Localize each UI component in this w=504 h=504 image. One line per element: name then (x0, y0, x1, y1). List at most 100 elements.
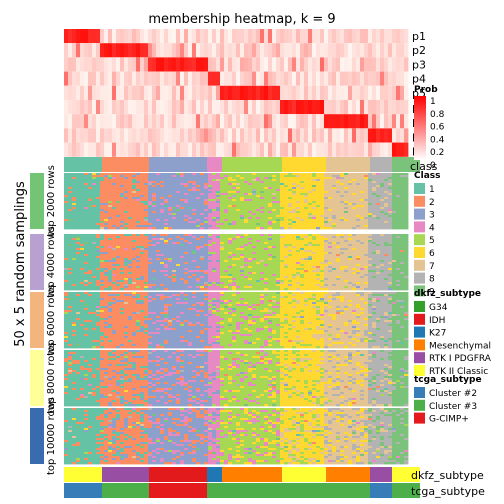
sampling-cell (296, 268, 301, 271)
membership-cell (404, 114, 409, 129)
membership-cell (140, 100, 145, 115)
membership-cell (140, 114, 145, 129)
sampling-cell (224, 203, 229, 206)
sampling-cell (344, 262, 349, 265)
sampling-cell (356, 258, 361, 261)
class-segment (102, 157, 149, 172)
sampling-cell (96, 234, 101, 237)
sampling-cell (396, 256, 401, 259)
sampling-cell (80, 236, 85, 239)
sampling-cell (140, 242, 145, 245)
sampling-cell (320, 242, 325, 245)
sampling-cell (388, 215, 393, 218)
sampling-cell (332, 211, 337, 214)
sampling-cell (300, 177, 305, 180)
sampling-cell (368, 207, 373, 210)
sampling-cell (140, 217, 145, 220)
sampling-cell (216, 217, 221, 220)
sampling-cell (244, 248, 249, 251)
sampling-cell (400, 219, 405, 222)
sampling-cell (68, 262, 73, 265)
sampling-cell (224, 272, 229, 275)
sampling-cell (300, 205, 305, 208)
sampling-cell (388, 240, 393, 243)
sampling-cell (316, 195, 321, 198)
sampling-cell (396, 187, 401, 190)
sampling-cell (340, 240, 345, 243)
sampling-cell (284, 270, 289, 273)
sampling-cell (360, 225, 365, 228)
membership-cell (248, 114, 253, 129)
membership-cell (192, 57, 197, 72)
membership-cell (348, 128, 353, 143)
sampling-cell (292, 203, 297, 206)
sampling-cell (96, 270, 101, 273)
sampling-cell (144, 199, 149, 202)
sampling-cell (164, 219, 169, 222)
sampling-cell (268, 177, 273, 180)
sampling-cell (228, 209, 233, 212)
sampling-cell (76, 181, 81, 184)
sampling-cell (312, 181, 317, 184)
sampling-cell (72, 250, 77, 253)
membership-cell (64, 43, 69, 58)
membership-cell (376, 142, 381, 157)
sampling-cell (368, 179, 373, 182)
sampling-cell (296, 179, 301, 182)
sampling-cell (360, 242, 365, 245)
membership-cell (220, 85, 225, 100)
sampling-cell (96, 191, 101, 194)
membership-cell (156, 85, 161, 100)
sampling-cell (136, 215, 141, 218)
sampling-cell (252, 213, 257, 216)
sampling-cell (136, 234, 141, 237)
sampling-cell (392, 201, 397, 204)
sampling-cell (344, 197, 349, 200)
sampling-cell (176, 207, 181, 210)
membership-cell (164, 142, 169, 157)
sampling-cell (308, 197, 313, 200)
sampling-cell (116, 256, 121, 259)
sampling-cell (288, 234, 293, 237)
sampling-cell (116, 238, 121, 241)
sampling-cell (320, 240, 325, 243)
sampling-cell (76, 242, 81, 245)
sampling-cell (136, 213, 141, 216)
sampling-cell (120, 223, 125, 226)
sampling-cell (224, 268, 229, 271)
sampling-cell (196, 173, 201, 176)
sampling-cell (328, 242, 333, 245)
membership-cell (312, 29, 317, 44)
sampling-cell (240, 217, 245, 220)
sampling-cell (120, 248, 125, 251)
sampling-cell (280, 264, 285, 267)
sampling-cell (400, 238, 405, 241)
membership-cell (352, 128, 357, 143)
sampling-cell (228, 201, 233, 204)
sampling-cell (260, 213, 265, 216)
sampling-cell (184, 189, 189, 192)
sampling-cell (224, 181, 229, 184)
sampling-cell (120, 193, 125, 196)
sampling-cell (340, 248, 345, 251)
sampling-cell (244, 189, 249, 192)
sampling-cell (380, 270, 385, 273)
sampling-cell (72, 177, 77, 180)
sampling-cell (132, 264, 137, 267)
sampling-cell (232, 209, 237, 212)
sampling-cell (64, 193, 69, 196)
membership-cell (308, 100, 313, 115)
sampling-cell (324, 270, 329, 273)
sampling-cell (244, 203, 249, 206)
sampling-cell (196, 240, 201, 243)
sampling-cell (312, 238, 317, 241)
sampling-cell (380, 191, 385, 194)
sampling-cell (316, 209, 321, 212)
sampling-cell (248, 179, 253, 182)
sampling-cell (132, 266, 137, 269)
sampling-cell (336, 193, 341, 196)
membership-cell (292, 128, 297, 143)
sampling-cell (324, 268, 329, 271)
sampling-cell (352, 250, 357, 253)
membership-cell (240, 85, 245, 100)
